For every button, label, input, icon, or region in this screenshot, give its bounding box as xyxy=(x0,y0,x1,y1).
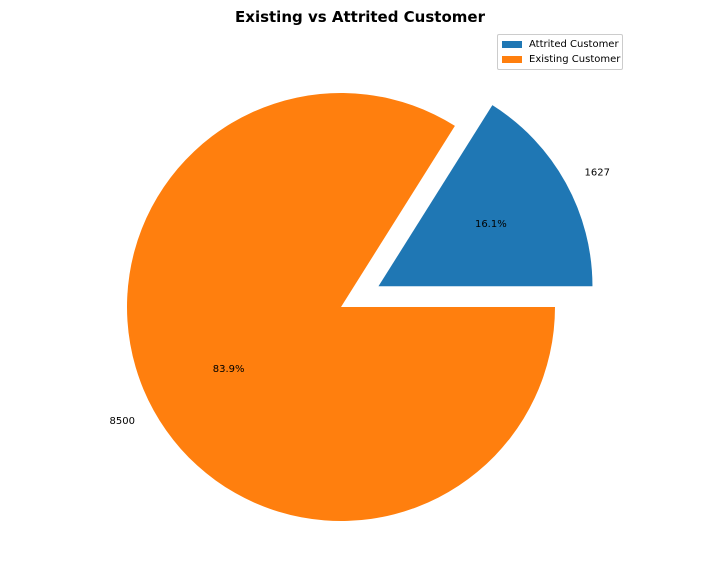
percent-label-attrited: 16.1% xyxy=(475,219,507,230)
legend-swatch-attrited xyxy=(502,41,522,48)
legend: Attrited Customer Existing Customer xyxy=(497,34,623,70)
pie-slice-existing xyxy=(126,93,556,522)
legend-item-existing: Existing Customer xyxy=(498,52,622,67)
pie-slice-attrited xyxy=(378,105,593,287)
percent-label-existing: 83.9% xyxy=(213,364,245,375)
legend-item-attrited: Attrited Customer xyxy=(498,37,622,52)
value-label-attrited: 1627 xyxy=(585,167,610,178)
legend-label-existing: Existing Customer xyxy=(529,54,621,65)
pie-slices xyxy=(126,93,593,522)
value-label-existing: 8500 xyxy=(109,416,134,427)
legend-label-attrited: Attrited Customer xyxy=(529,39,619,50)
pie-labels: 16.1% 1627 83.9% 8500 xyxy=(109,167,609,426)
chart-title: Existing vs Attrited Customer xyxy=(235,8,485,26)
legend-swatch-existing xyxy=(502,56,522,63)
